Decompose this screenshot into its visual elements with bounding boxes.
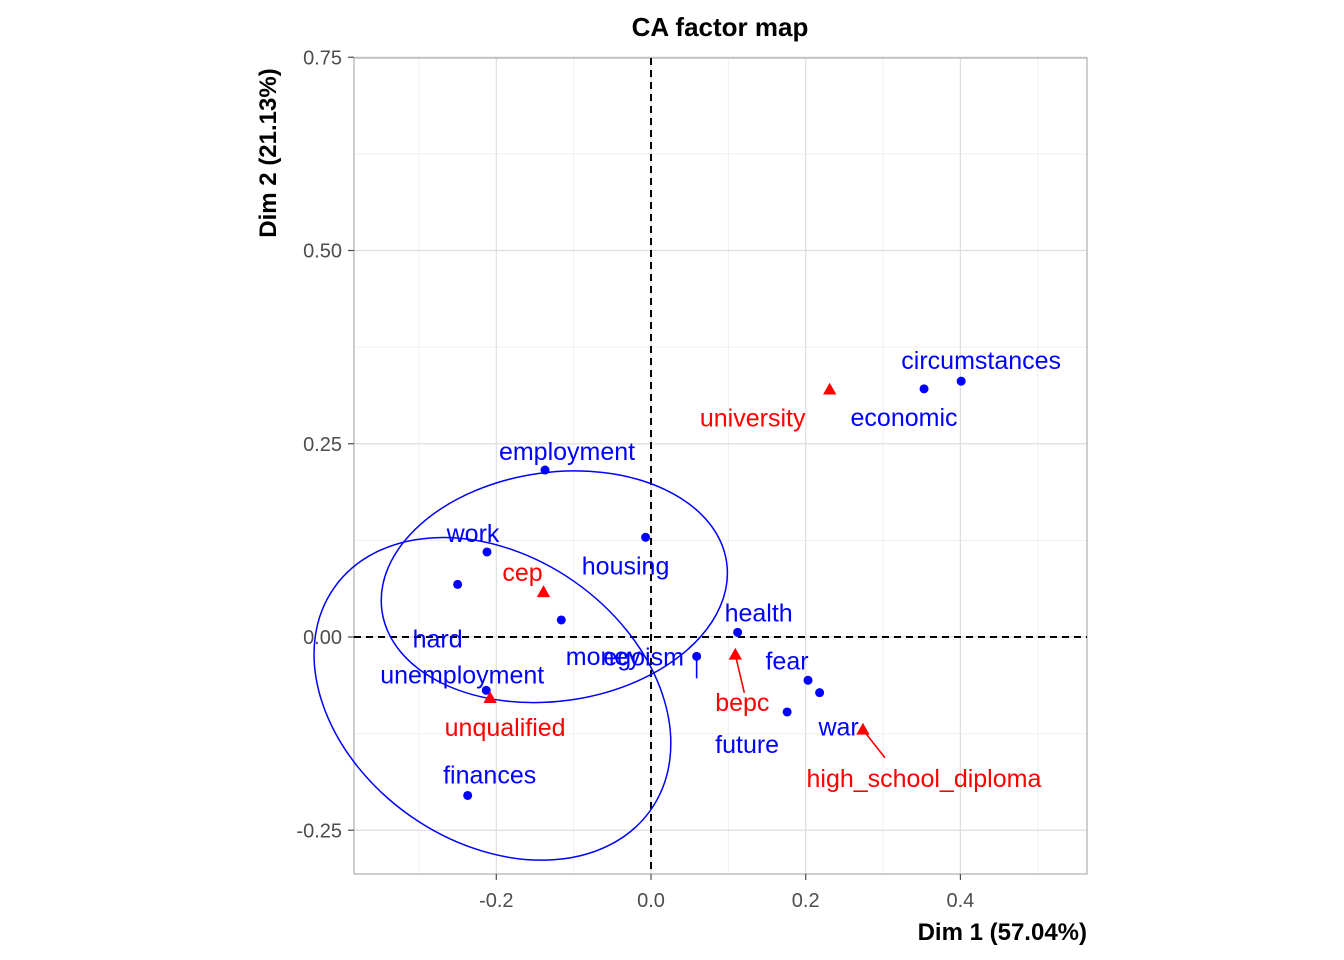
- y-axis: -0.25 0.00 0.25 0.50 0.75: [296, 47, 354, 842]
- row-label-employment: employment: [499, 438, 635, 466]
- row-label-work: work: [446, 520, 500, 548]
- x-tick-label: 0.0: [637, 890, 665, 912]
- y-axis-title: Dim 2 (21.13%): [255, 68, 282, 237]
- column-label-cep: cep: [502, 559, 542, 587]
- column-label-unqualified: unqualified: [445, 714, 566, 742]
- row-point-finances: [463, 790, 473, 800]
- row-point-economic: [919, 384, 929, 394]
- column-label-university: university: [700, 405, 806, 433]
- row-label-war: war: [817, 714, 858, 742]
- y-tick-label: 0.00: [303, 627, 342, 649]
- column-point-high_school_diploma: [856, 722, 870, 735]
- confidence-ellipse-cep: [380, 470, 729, 704]
- row-point-housing: [641, 532, 651, 542]
- y-tick-label: -0.25: [296, 820, 342, 842]
- x-tick-label: 0.2: [792, 890, 820, 912]
- row-point-fear: [803, 675, 813, 685]
- confidence-ellipses: [313, 470, 729, 861]
- row-point-hard: [453, 579, 463, 589]
- row-point-circumstances: [956, 376, 966, 386]
- row-label-health: health: [725, 599, 793, 627]
- chart-title: CA factor map: [632, 12, 809, 42]
- row-point-future: [782, 707, 792, 717]
- row-label-fear: fear: [765, 647, 808, 675]
- column-point-university: [823, 382, 837, 395]
- column-point-unqualified: [483, 691, 497, 703]
- column-point-cep: [536, 585, 551, 598]
- row-label-future: future: [715, 731, 779, 759]
- row-label-unemployment: unemployment: [380, 661, 544, 689]
- row-point-money: [556, 615, 566, 625]
- panel-border: [353, 57, 1088, 875]
- confidence-ellipse-unqualified: [313, 536, 672, 861]
- column-label-bepc: bepc: [715, 689, 769, 717]
- row-point-unemployment: [481, 685, 491, 695]
- row-label-hard: hard: [413, 625, 463, 653]
- connector-bepc: [734, 654, 746, 693]
- y-tick-label: 0.50: [303, 241, 342, 263]
- row-point-work: [482, 547, 492, 557]
- row-label-money: money: [566, 643, 642, 671]
- y-tick-label: 0.25: [303, 434, 342, 456]
- row-label-economic: economic: [851, 404, 958, 432]
- data-points: [453, 376, 966, 800]
- row-point-health: [733, 627, 743, 637]
- column-point-bepc: [728, 647, 742, 660]
- row-label-housing: housing: [582, 552, 670, 580]
- row-point-employment: [540, 465, 550, 475]
- x-tick-label: -0.2: [479, 890, 513, 912]
- column-label-high_school_diploma: high_school_diploma: [806, 765, 1041, 793]
- x-tick-label: 0.4: [946, 890, 974, 912]
- point-labels: circumstances economic employment housing wo…: [380, 347, 1061, 793]
- row-point-war: [815, 688, 825, 698]
- row-label-egoism: egoism: [603, 643, 684, 671]
- row-point-egoism: [692, 651, 702, 661]
- y-tick-label: 0.75: [303, 47, 342, 69]
- row-label-circumstances: circumstances: [901, 347, 1061, 375]
- x-axis: -0.2 0.0 0.2 0.4: [479, 874, 974, 912]
- reference-lines: [354, 58, 1087, 874]
- x-axis-title: Dim 1 (57.04%): [918, 919, 1087, 946]
- row-label-finances: finances: [443, 761, 536, 789]
